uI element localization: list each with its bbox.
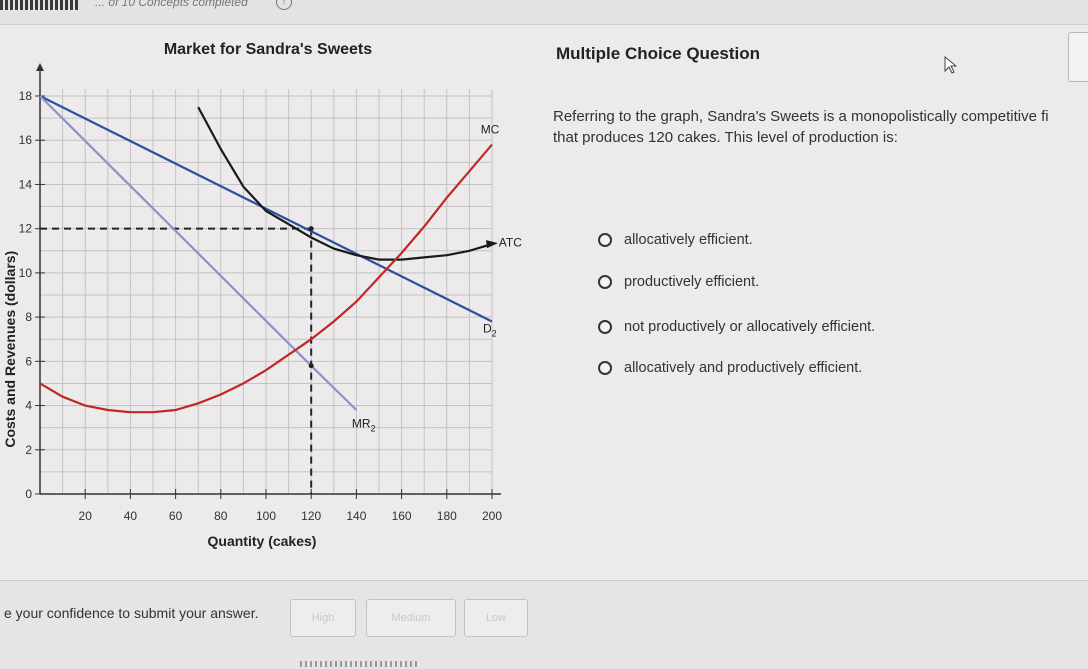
y-tick-label: 2 [25, 443, 32, 457]
reference-point [308, 226, 314, 232]
x-tick-label: 60 [169, 509, 183, 523]
mouse-cursor-icon [944, 55, 958, 79]
confidence-bar: e your confidence to submit your answer.… [0, 580, 1088, 669]
y-tick-label: 18 [19, 89, 33, 103]
progress-text: ... of 10 Concepts completed [95, 0, 248, 9]
info-icon[interactable]: ! [276, 0, 292, 10]
y-tick-label: 10 [19, 266, 33, 280]
radio-button[interactable] [598, 233, 612, 247]
x-tick-label: 140 [346, 509, 366, 523]
confidence-medium-button[interactable]: Medium [366, 599, 456, 637]
y-tick-label: 8 [25, 310, 32, 324]
market-chart: 0 2 4 6 8 10 12 14 16 18 20 40 60 80 100 120 140 160 180 20… [0, 30, 540, 570]
question-text: Referring to the graph, Sandra's Sweets … [553, 106, 1088, 148]
option-neither-efficient[interactable]: not productively or allocatively efficie… [598, 319, 875, 335]
footer-progress-ticks [300, 661, 420, 667]
x-tick-label: 100 [256, 509, 276, 523]
chart-grid [39, 89, 493, 495]
x-tick-label: 80 [214, 509, 228, 523]
confidence-high-button[interactable]: High [290, 599, 356, 637]
option-label: allocatively efficient. [624, 232, 753, 248]
x-tick-label: 20 [79, 509, 93, 523]
question-title: Multiple Choice Question [556, 44, 761, 63]
chart-svg: 0 2 4 6 8 10 12 14 16 18 20 40 60 80 100 120 140 160 180 20… [2, 41, 522, 549]
y-tick-label: 6 [25, 354, 32, 368]
radio-button[interactable] [598, 361, 612, 375]
series-mc-line [39, 143, 493, 414]
question-line-2: that produces 120 cakes. This level of p… [553, 129, 898, 146]
curve-label-subscript: 2 [371, 424, 376, 434]
question-line-1: Referring to the graph, Sandra's Sweets … [553, 108, 1049, 125]
progress-bar [0, 0, 80, 10]
y-axis-label: Costs and Revenues (dollars) [2, 251, 18, 448]
x-axis-label: Quantity (cakes) [208, 533, 317, 549]
confidence-low-button[interactable]: Low [464, 599, 528, 637]
series-atc-line [197, 106, 493, 261]
curve-label-d2: D2 [483, 322, 497, 339]
curve-label-subscript: 2 [492, 329, 497, 339]
chart-title: Market for Sandra's Sweets [164, 41, 372, 58]
top-bar: ... of 10 Concepts completed ! [0, 0, 1088, 25]
y-tick-label: 16 [19, 133, 33, 147]
curve-label-atc: ATC [499, 235, 522, 249]
option-both-efficient[interactable]: allocatively and productively efficient. [598, 360, 862, 376]
option-allocatively-efficient[interactable]: allocatively efficient. [598, 232, 753, 248]
x-tick-label: 180 [437, 509, 457, 523]
radio-button[interactable] [598, 320, 612, 334]
y-tick-label: 0 [25, 487, 32, 501]
x-tick-label: 160 [392, 509, 412, 523]
curve-label-mr2: MR2 [352, 417, 376, 434]
radio-button[interactable] [598, 275, 612, 289]
y-tick-label: 12 [19, 222, 33, 236]
series-d2-line [39, 95, 493, 323]
x-tick-label: 120 [301, 509, 321, 523]
x-tick-label: 200 [482, 509, 502, 523]
confidence-label: e your confidence to submit your answer. [4, 605, 259, 621]
option-productively-efficient[interactable]: productively efficient. [598, 274, 759, 290]
option-label: not productively or allocatively efficie… [624, 319, 876, 335]
y-tick-label: 4 [25, 399, 32, 413]
side-panel-tab[interactable] [1068, 32, 1088, 82]
curve-label-mc: MC [481, 123, 500, 137]
option-label: allocatively and productively efficient. [624, 360, 863, 376]
x-tick-label: 40 [124, 509, 138, 523]
y-axis-arrow [36, 63, 44, 72]
option-label: productively efficient. [624, 274, 760, 290]
reference-point [308, 363, 314, 369]
atc-arrow [486, 240, 498, 249]
y-tick-label: 14 [19, 177, 33, 191]
